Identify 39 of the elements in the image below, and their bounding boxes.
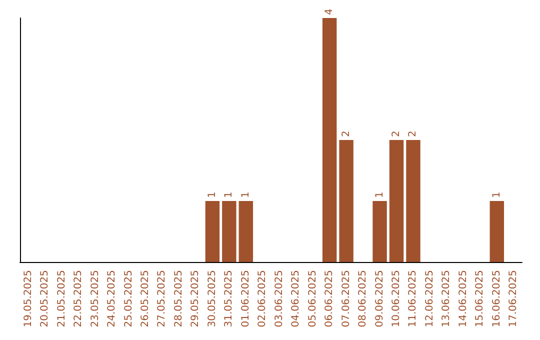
x-tick-label: 03.06.2025 [274, 270, 285, 328]
data-label: 1 [240, 192, 252, 198]
x-tick-label: 29.05.2025 [190, 270, 202, 328]
x-tick-label: 05.06.2025 [307, 270, 318, 328]
x-tick-label: 04.06.2025 [290, 270, 302, 328]
data-label: 1 [491, 192, 502, 198]
x-tick-label: 19.05.2025 [22, 270, 34, 328]
x-tick-label: 23.05.2025 [90, 270, 101, 328]
x-tick-label: 24.05.2025 [106, 270, 118, 328]
data-label: 2 [391, 130, 402, 137]
data-label: 1 [374, 192, 386, 198]
x-tick-label: 10.06.2025 [391, 270, 402, 328]
x-tick-label: 08.06.2025 [358, 270, 369, 328]
x-tick-label: 13.06.2025 [441, 270, 452, 328]
x-tick-label: 27.05.2025 [156, 270, 168, 328]
data-label: 2 [408, 130, 419, 137]
x-tick-label: 28.05.2025 [173, 270, 184, 328]
x-tick-label: 26.05.2025 [140, 270, 151, 328]
x-tick-label: 09.06.2025 [374, 270, 386, 328]
x-tick-label: 17.06.2025 [508, 270, 520, 328]
x-tick-label: 02.06.2025 [257, 270, 268, 328]
x-tick-label: 22.05.2025 [73, 270, 84, 328]
x-tick-label: 15.06.2025 [474, 270, 486, 328]
x-tick-label: 11.06.2025 [408, 270, 419, 328]
x-tick-label: 21.05.2025 [56, 270, 68, 328]
data-label: 4 [324, 8, 336, 15]
x-tick-label: 20.05.2025 [40, 270, 51, 328]
x-tick-label: 14.06.2025 [458, 270, 469, 328]
x-tick-label: 31.05.2025 [224, 270, 235, 328]
x-tick-label: 12.06.2025 [424, 270, 436, 328]
data-label: 2 [340, 130, 352, 137]
data-label: 1 [224, 192, 235, 198]
x-tick-label: 01.06.2025 [240, 270, 252, 328]
x-tick-label: 30.05.2025 [206, 270, 218, 328]
x-tick-label: 16.06.2025 [491, 270, 502, 328]
data-label: 1 [206, 192, 218, 198]
x-tick-label: 07.06.2025 [340, 270, 352, 328]
x-tick-label: 25.05.2025 [123, 270, 134, 328]
x-tick-label: 06.06.2025 [324, 270, 336, 328]
